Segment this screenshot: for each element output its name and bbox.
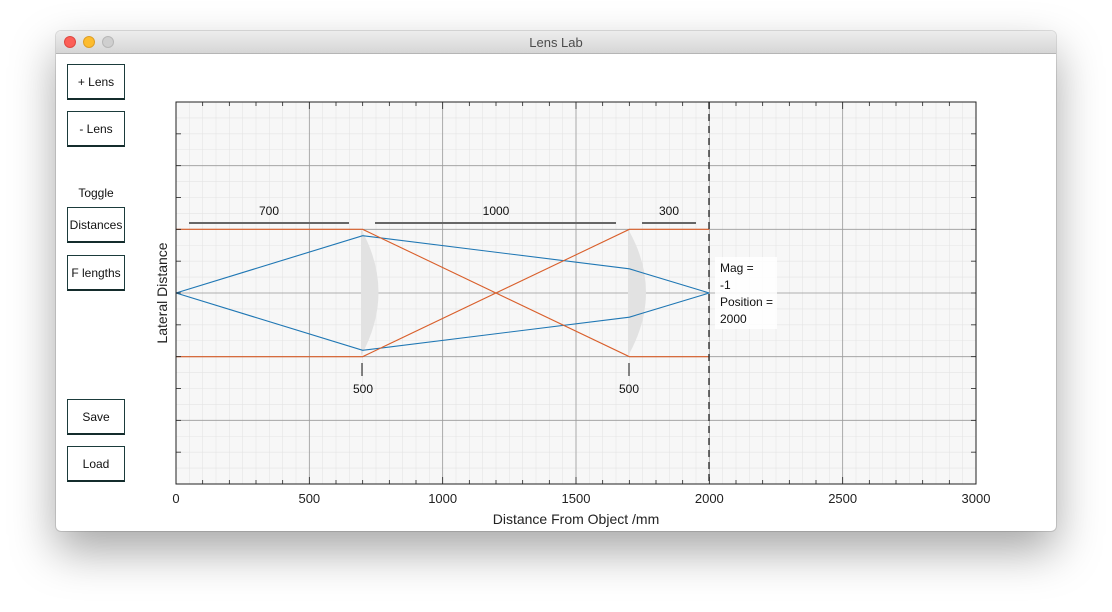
rays [175,228,710,358]
x-tick-label: 2000 [695,491,724,506]
x-tick-label: 0 [172,491,179,506]
add-lens-button[interactable]: + Lens [67,64,125,100]
object-ray [175,235,710,294]
object-ray [175,292,710,351]
lens-2[interactable] [628,229,646,356]
ray-diagram-plot[interactable]: 700 1000 300 500 500 Mag = -1 Position =… [56,31,1056,531]
lens-1[interactable] [361,229,379,356]
distance-markers: 700 1000 300 [189,204,696,224]
x-tick-labels: 0 500 1000 1500 2000 2500 3000 [172,491,990,506]
x-tick-label: 3000 [962,491,991,506]
focal-length-markers: 500 500 [353,363,639,396]
focal-length-label-2: 500 [619,382,639,396]
save-button[interactable]: Save [67,399,125,435]
distance-label-3: 300 [659,204,679,218]
toggle-distances-button[interactable]: Distances [67,207,125,243]
parallel-ray [176,228,710,358]
x-axis-label: Distance From Object /mm [493,511,659,527]
magnification-value: -1 [720,278,731,292]
app-window: Lens Lab + Lens - Lens Toggle Distances … [56,31,1056,531]
magnification-label: Mag = [720,261,754,275]
x-tick-label: 500 [298,491,320,506]
window-title: Lens Lab [529,35,583,50]
title-bar: Lens Lab [56,31,1056,54]
position-label: Position = [720,295,773,309]
distance-label-2: 1000 [483,204,510,218]
distance-label-1: 700 [259,204,279,218]
close-window-button[interactable] [64,36,76,48]
axis-ticks [175,101,977,485]
image-info-box: Mag = -1 Position = 2000 [715,257,777,329]
y-axis-label: Lateral Distance [154,242,170,343]
toggle-label: Toggle [78,186,114,200]
x-tick-label: 1500 [562,491,591,506]
toggle-focal-lengths-button[interactable]: F lengths [67,255,125,291]
position-value: 2000 [720,312,747,326]
focal-length-label-1: 500 [353,382,373,396]
x-tick-label: 2500 [828,491,857,506]
zoom-window-button[interactable] [102,36,114,48]
x-tick-label: 1000 [428,491,457,506]
minimize-window-button[interactable] [83,36,95,48]
remove-lens-button[interactable]: - Lens [67,111,125,147]
load-button[interactable]: Load [67,446,125,482]
